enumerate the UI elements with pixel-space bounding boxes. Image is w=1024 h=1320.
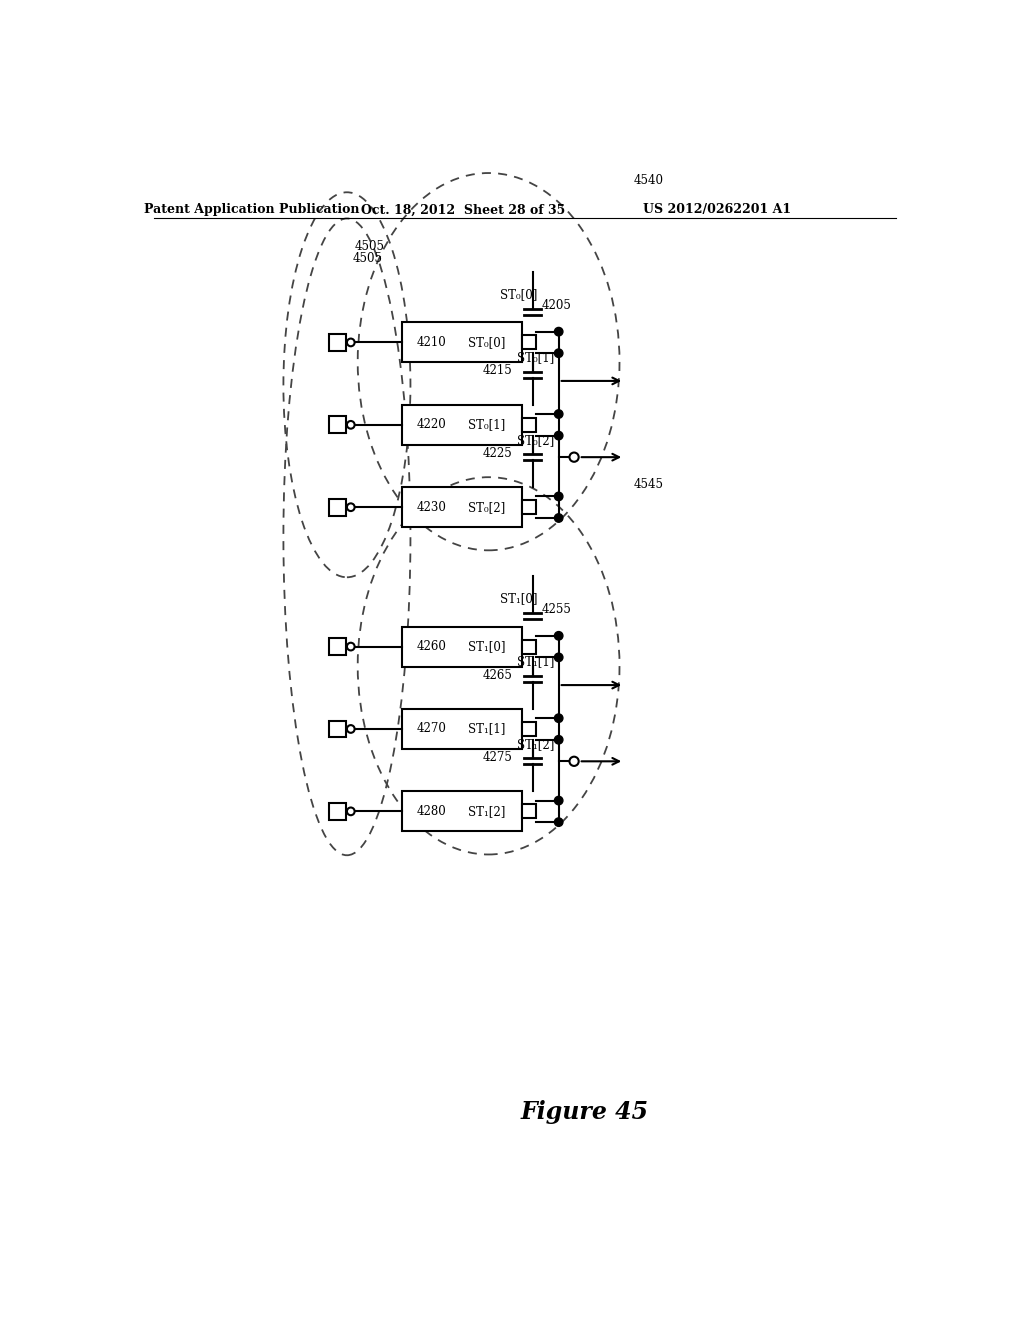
Text: 4505: 4505 [354, 240, 385, 253]
Circle shape [554, 735, 563, 744]
Circle shape [347, 421, 354, 429]
Text: ST₀[2]: ST₀[2] [517, 434, 554, 446]
Text: 4265: 4265 [482, 668, 512, 681]
Circle shape [554, 714, 563, 722]
Text: ST₁[2]: ST₁[2] [468, 805, 506, 818]
Circle shape [347, 339, 354, 346]
Circle shape [554, 348, 563, 358]
Text: ST₁[1]: ST₁[1] [468, 722, 506, 735]
Bar [402, 627, 521, 667]
Bar [521, 418, 536, 432]
Bar [330, 416, 346, 433]
Circle shape [347, 503, 354, 511]
Circle shape [569, 756, 579, 766]
Bar [521, 640, 536, 653]
Circle shape [569, 453, 579, 462]
Text: 4545: 4545 [634, 478, 664, 491]
Bar [402, 322, 521, 363]
Circle shape [554, 409, 563, 418]
Text: US 2012/0262201 A1: US 2012/0262201 A1 [643, 203, 792, 216]
Circle shape [554, 513, 563, 523]
Text: Patent Application Publication: Patent Application Publication [144, 203, 360, 216]
Text: ST₀[2]: ST₀[2] [468, 500, 506, 513]
Circle shape [554, 653, 563, 661]
Text: 4215: 4215 [482, 364, 512, 378]
Text: ST₁[1]: ST₁[1] [517, 656, 554, 668]
Bar [402, 709, 521, 748]
Text: 4220: 4220 [417, 418, 446, 432]
Text: 4505: 4505 [353, 252, 383, 265]
Text: 4230: 4230 [417, 500, 446, 513]
Circle shape [554, 492, 563, 500]
Bar [330, 721, 346, 738]
Bar [402, 405, 521, 445]
Circle shape [347, 808, 354, 816]
Text: ST₀[1]: ST₀[1] [468, 418, 506, 432]
Circle shape [347, 643, 354, 651]
Bar [402, 487, 521, 527]
Text: ST₀[0]: ST₀[0] [468, 335, 506, 348]
Circle shape [554, 796, 563, 805]
Text: 4280: 4280 [417, 805, 446, 818]
Bar [521, 500, 536, 515]
Circle shape [554, 818, 563, 826]
Text: 4205: 4205 [542, 298, 571, 312]
Bar [330, 803, 346, 820]
Text: ST₀[0]: ST₀[0] [500, 288, 538, 301]
Bar [330, 499, 346, 516]
Bar [521, 804, 536, 818]
Text: Oct. 18, 2012  Sheet 28 of 35: Oct. 18, 2012 Sheet 28 of 35 [361, 203, 565, 216]
Text: 4210: 4210 [417, 335, 446, 348]
Bar [521, 335, 536, 350]
Text: 4270: 4270 [417, 722, 446, 735]
Text: 4255: 4255 [542, 603, 571, 616]
Circle shape [554, 327, 563, 335]
Bar [330, 334, 346, 351]
Text: 4540: 4540 [634, 174, 664, 187]
Text: 4260: 4260 [417, 640, 446, 653]
Text: 4275: 4275 [482, 751, 512, 764]
Bar [402, 792, 521, 832]
Circle shape [554, 631, 563, 640]
Bar [521, 722, 536, 737]
Text: ST₀[1]: ST₀[1] [517, 351, 554, 364]
Bar [330, 638, 346, 655]
Circle shape [347, 725, 354, 733]
Text: Figure 45: Figure 45 [521, 1100, 649, 1123]
Text: ST₁[2]: ST₁[2] [517, 738, 554, 751]
Text: 4225: 4225 [482, 446, 512, 459]
Text: ST₁[0]: ST₁[0] [500, 593, 538, 606]
Circle shape [554, 432, 563, 440]
Text: ST₁[0]: ST₁[0] [468, 640, 506, 653]
